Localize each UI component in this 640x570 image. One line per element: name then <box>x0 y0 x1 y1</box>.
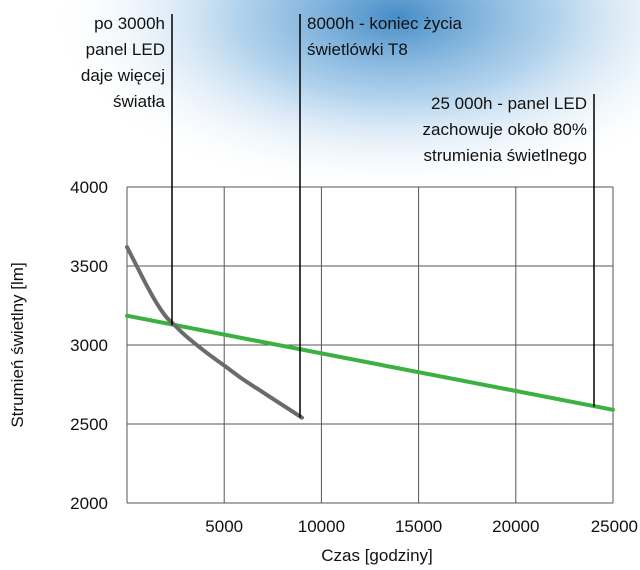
series-group <box>125 245 615 420</box>
annotation-text: 8000h - koniec życia <box>307 14 463 33</box>
y-tick-label: 2000 <box>70 494 108 513</box>
y-tick-label: 2500 <box>70 415 108 434</box>
x-tick-label: 15000 <box>395 517 442 536</box>
axis-ticks: 2000 2500 3000 3500 4000 5000 10000 15000 20000 2… <box>70 178 638 536</box>
annotation-text: daje więcej <box>81 66 165 85</box>
led-panel-series-line <box>125 313 615 412</box>
annotation-text: świetlówki T8 <box>307 40 408 59</box>
annotations: po 3000h panel LED daje więcej światła 8000h… <box>81 14 595 418</box>
x-tick-label: 25000 <box>591 517 638 536</box>
annotation-text: strumienia świetlnego <box>424 146 587 165</box>
x-tick-label: 20000 <box>492 517 539 536</box>
annotation-text: po 3000h <box>94 14 165 33</box>
x-tick-label: 10000 <box>298 517 345 536</box>
y-tick-label: 3500 <box>70 257 108 276</box>
annotation-text: panel LED <box>86 40 165 59</box>
t8-series-line <box>125 245 304 420</box>
x-axis-label: Czas [godziny] <box>321 546 433 565</box>
annotation-text: światła <box>113 92 166 111</box>
y-axis-label: Strumień świetlny [lm] <box>8 262 27 427</box>
grid <box>126 186 614 504</box>
x-tick-label: 5000 <box>205 517 243 536</box>
annotation-text: 25 000h - panel LED <box>431 94 587 113</box>
annotation-text: zachowuje około 80% <box>423 120 587 139</box>
y-tick-label: 3000 <box>70 336 108 355</box>
y-tick-label: 4000 <box>70 178 108 197</box>
